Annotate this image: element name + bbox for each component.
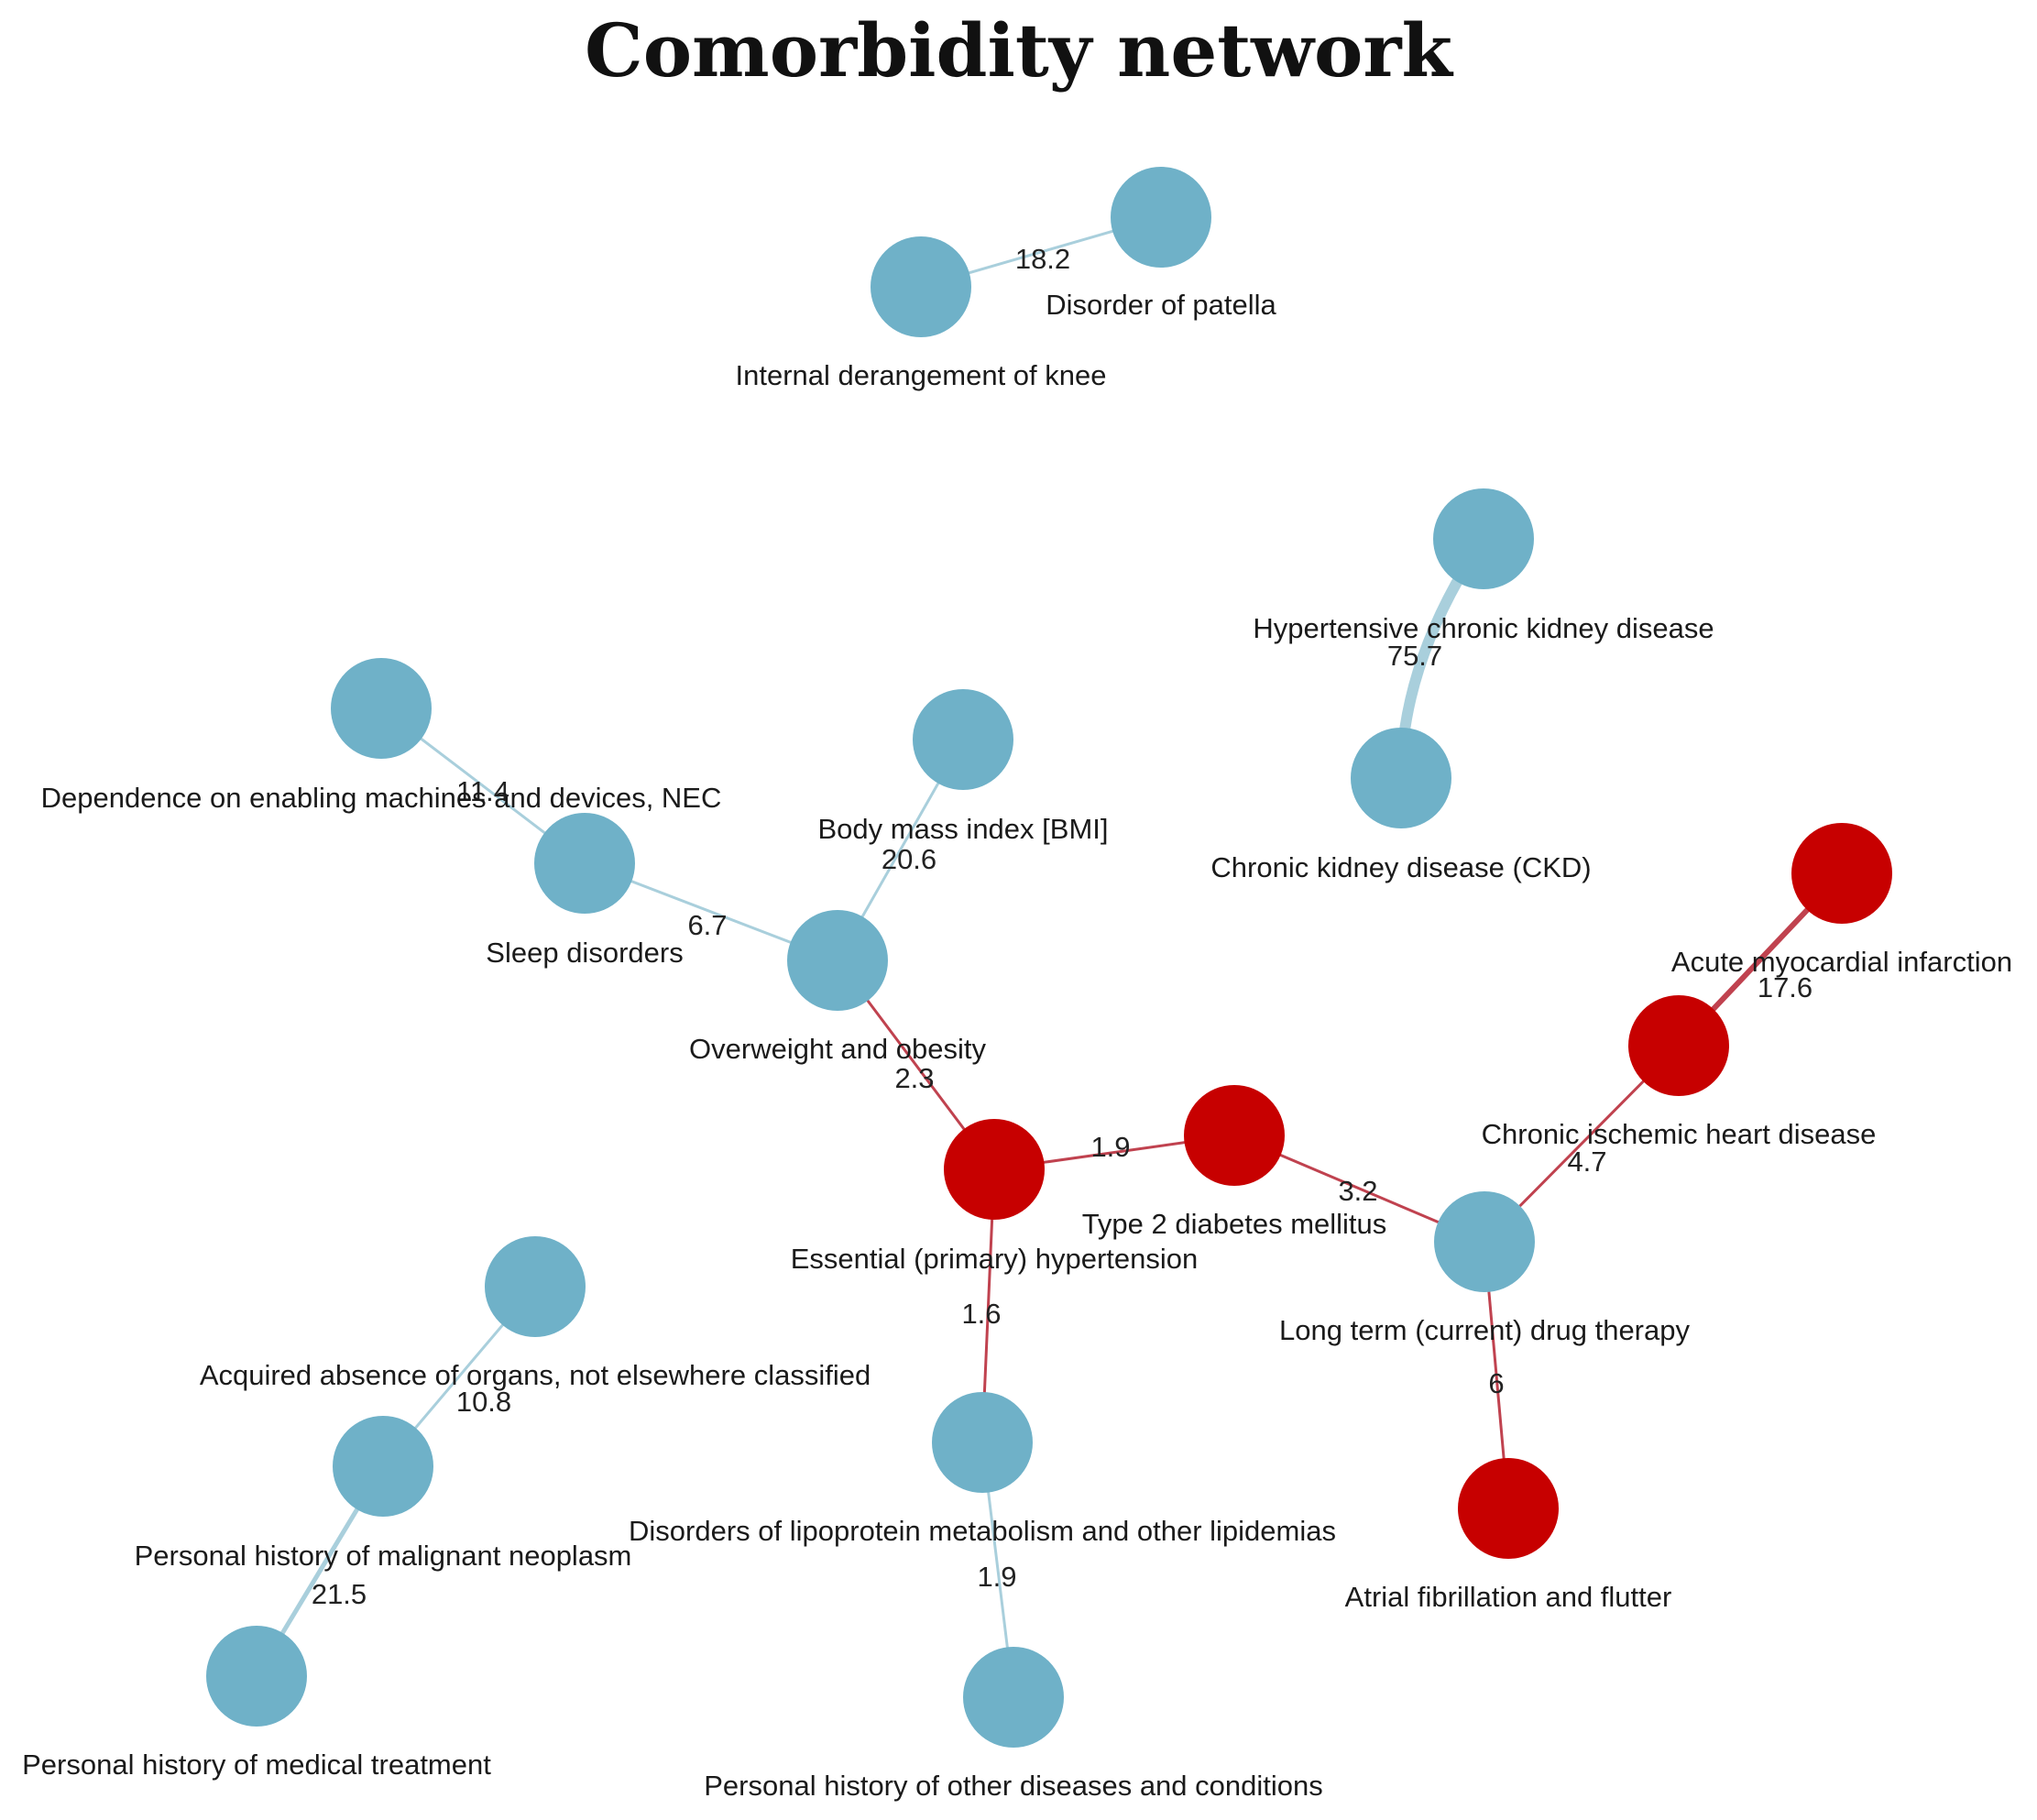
node-dep[interactable]	[331, 658, 432, 759]
node-acq[interactable]	[485, 1236, 586, 1337]
node-t2d[interactable]	[1184, 1085, 1285, 1186]
node-label-hckd: Hypertensive chronic kidney disease	[1253, 612, 1714, 644]
node-label-obesity: Overweight and obesity	[689, 1033, 986, 1065]
node-label-sleep: Sleep disorders	[486, 937, 683, 969]
node-bmi[interactable]	[913, 689, 1013, 790]
node-patella[interactable]	[1111, 167, 1211, 268]
edge-weight-label: 11.4	[456, 775, 509, 807]
labels-layer: 18.2 75.7 11.4 6.7 20.6 2.3 1.9 3.2 4.7 17.6 6 1.6 1…	[22, 243, 2012, 1802]
node-label-htn: Essential (primary) hypertension	[791, 1243, 1199, 1275]
node-label-phmt: Personal history of medical treatment	[22, 1749, 491, 1781]
page-title: Comorbidity network	[585, 7, 1452, 93]
edge-weight-label: 21.5	[312, 1578, 367, 1610]
node-label-dep: Dependence on enabling machines and devi…	[41, 782, 722, 814]
edge-weight-label: 6.7	[687, 909, 727, 941]
node-label-patella: Disorder of patella	[1046, 289, 1276, 321]
edge-weight-label: 75.7	[1387, 640, 1442, 672]
edge-weight-label: 20.6	[882, 843, 936, 875]
edge-weight-label: 6	[1488, 1367, 1504, 1399]
node-label-ltdt: Long term (current) drug therapy	[1279, 1314, 1690, 1346]
edge-weight-label: 2.3	[894, 1062, 934, 1094]
node-obesity[interactable]	[787, 910, 888, 1011]
node-label-afib: Atrial fibrillation and flutter	[1345, 1581, 1672, 1613]
node-label-cihd: Chronic ischemic heart disease	[1482, 1118, 1877, 1150]
node-htn[interactable]	[944, 1119, 1045, 1220]
node-label-bmi: Body mass index [BMI]	[817, 813, 1108, 845]
node-label-knee: Internal derangement of knee	[736, 359, 1107, 391]
node-sleep[interactable]	[534, 813, 635, 914]
node-ckd[interactable]	[1351, 728, 1451, 828]
edge-weight-label: 18.2	[1015, 243, 1070, 275]
node-label-ami: Acute myocardial infarction	[1671, 946, 2012, 978]
node-phod[interactable]	[963, 1647, 1064, 1748]
node-afib[interactable]	[1458, 1458, 1559, 1559]
edge-weight-label: 1.9	[1090, 1131, 1130, 1163]
edge-weight-label: 17.6	[1758, 971, 1812, 1003]
node-label-t2d: Type 2 diabetes mellitus	[1082, 1208, 1387, 1240]
node-lipid[interactable]	[932, 1392, 1033, 1493]
node-knee[interactable]	[871, 236, 971, 337]
node-label-lipid: Disorders of lipoprotein metabolism and …	[629, 1515, 1336, 1547]
node-phmn[interactable]	[333, 1416, 433, 1517]
node-ami[interactable]	[1791, 823, 1892, 924]
node-label-ckd: Chronic kidney disease (CKD)	[1210, 851, 1591, 883]
node-label-acq: Acquired absence of organs, not elsewher…	[200, 1359, 871, 1391]
edge-weight-label: 10.8	[456, 1386, 511, 1418]
node-phmt[interactable]	[206, 1626, 307, 1727]
edge-weight-label: 1.9	[977, 1561, 1016, 1593]
node-label-phmn: Personal history of malignant neoplasm	[135, 1540, 632, 1572]
edge-weight-label: 3.2	[1338, 1175, 1377, 1207]
node-hckd[interactable]	[1433, 488, 1534, 589]
node-cihd[interactable]	[1628, 995, 1729, 1096]
edge-weight-label: 1.6	[961, 1298, 1001, 1330]
node-label-phod: Personal history of other diseases and c…	[704, 1770, 1323, 1802]
nodes-layer	[206, 167, 1892, 1748]
edge-weight-label: 4.7	[1567, 1146, 1606, 1178]
node-ltdt[interactable]	[1434, 1191, 1535, 1292]
